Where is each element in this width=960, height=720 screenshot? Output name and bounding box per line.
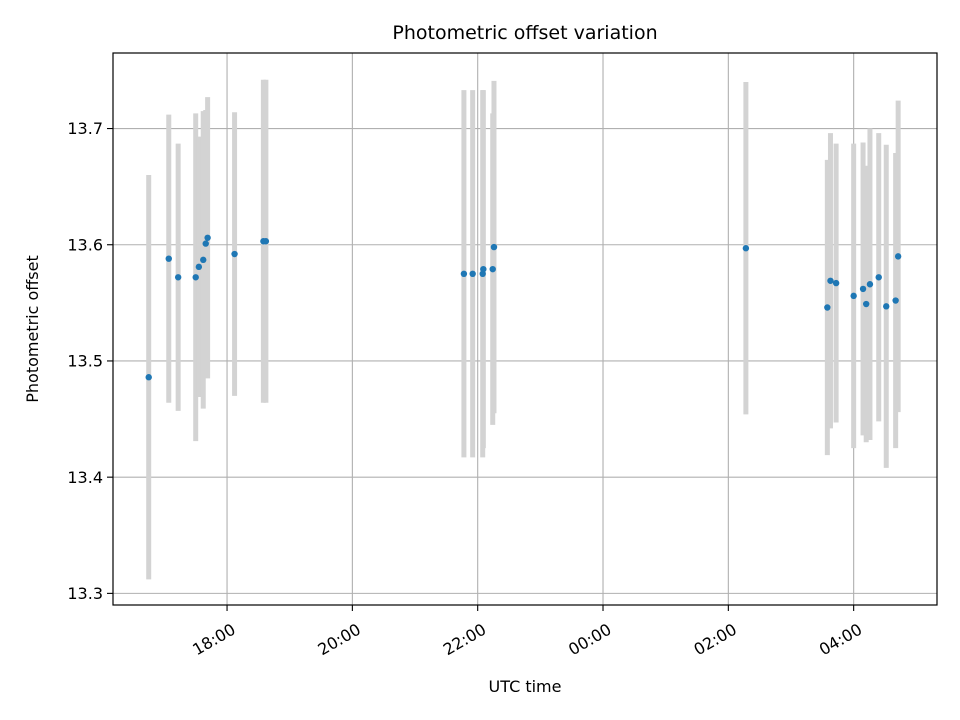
data-point xyxy=(200,256,207,264)
data-point xyxy=(850,292,857,300)
y-tick-label: 13.6 xyxy=(67,235,103,254)
data-point xyxy=(892,297,899,304)
data-point xyxy=(862,300,870,308)
data-point xyxy=(460,270,468,277)
data-point xyxy=(824,304,831,311)
data-point xyxy=(262,238,270,245)
data-point xyxy=(866,281,874,288)
data-point xyxy=(875,274,882,281)
chart-title: Photometric offset variation xyxy=(392,22,657,44)
data-point xyxy=(479,270,486,277)
data-point xyxy=(480,265,487,273)
data-point xyxy=(231,250,238,258)
data-point xyxy=(165,255,172,262)
data-point xyxy=(202,240,209,247)
y-tick-label: 13.4 xyxy=(67,468,103,487)
data-point xyxy=(883,303,890,310)
data-point xyxy=(742,245,750,252)
x-axis-label: UTC time xyxy=(489,677,562,696)
y-tick-label: 13.5 xyxy=(67,352,103,371)
data-point xyxy=(204,234,211,241)
y-tick-label: 13.3 xyxy=(67,584,103,603)
data-point xyxy=(469,270,476,277)
data-point xyxy=(145,374,152,381)
data-point xyxy=(859,285,867,293)
data-point xyxy=(832,279,840,287)
data-point xyxy=(489,265,496,273)
y-axis: 13.3 13.4 13.5 13.6 13.7 xyxy=(67,119,113,603)
data-point xyxy=(827,277,834,284)
data-point xyxy=(490,243,498,251)
y-tick-label: 13.7 xyxy=(67,119,103,138)
y-axis-label: Photometric offset xyxy=(23,255,42,403)
data-point xyxy=(894,253,902,260)
data-point xyxy=(192,274,199,281)
data-point xyxy=(195,263,203,271)
data-point xyxy=(174,274,182,281)
data-points xyxy=(145,234,902,381)
plot-frame xyxy=(112,52,938,606)
